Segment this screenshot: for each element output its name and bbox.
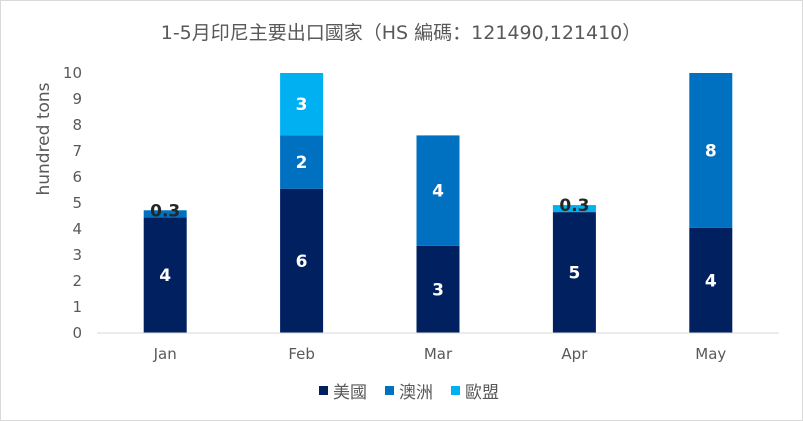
bar-group: 4 0.3 6 2 3 3 4 5 0.3 4 8 bbox=[143, 73, 733, 333]
data-label: 0.3 bbox=[559, 196, 589, 216]
bar-segment bbox=[280, 73, 324, 136]
legend-label: 澳洲 bbox=[399, 383, 433, 403]
data-label: 2 bbox=[296, 153, 308, 173]
x-tick-label: Mar bbox=[424, 345, 453, 363]
bar-segment bbox=[143, 217, 187, 333]
y-tick-label: 2 bbox=[72, 272, 82, 290]
x-axis-ticks: Jan Feb Mar Apr May bbox=[153, 345, 727, 363]
data-label: 8 bbox=[705, 141, 717, 161]
x-tick-label: Apr bbox=[561, 345, 588, 363]
y-tick-label: 8 bbox=[72, 116, 82, 134]
legend-swatch bbox=[451, 386, 460, 395]
data-label: 3 bbox=[296, 95, 308, 115]
bar-segment bbox=[689, 73, 733, 228]
y-tick-label: 10 bbox=[63, 64, 82, 82]
bar-segment bbox=[280, 135, 324, 189]
legend-swatch bbox=[385, 386, 394, 395]
y-tick-label: 1 bbox=[72, 298, 82, 316]
data-label: 4 bbox=[705, 271, 717, 291]
chart-title: 1-5月印尼主要出口國家（HS 編碼：121490,121410） bbox=[161, 22, 642, 44]
bar-segment bbox=[552, 212, 596, 333]
y-tick-label: 4 bbox=[72, 220, 82, 238]
bar-segment bbox=[552, 205, 596, 213]
y-tick-label: 6 bbox=[72, 168, 82, 186]
legend-swatch bbox=[319, 386, 328, 395]
legend-label: 美國 bbox=[333, 383, 367, 403]
data-label: 4 bbox=[432, 182, 444, 202]
y-tick-label: 5 bbox=[72, 194, 82, 212]
bar-segment bbox=[416, 245, 460, 333]
legend-label: 歐盟 bbox=[465, 383, 499, 403]
bar-segment bbox=[416, 135, 460, 246]
data-label: 4 bbox=[159, 266, 171, 286]
data-label: 5 bbox=[568, 264, 580, 284]
data-label: 0.3 bbox=[150, 201, 180, 221]
y-tick-label: 3 bbox=[72, 246, 82, 264]
legend: 美國 澳洲 歐盟 bbox=[319, 383, 499, 403]
y-tick-label: 9 bbox=[72, 90, 82, 108]
data-label: 6 bbox=[296, 252, 308, 272]
y-axis-label: hundred tons bbox=[34, 82, 54, 195]
x-tick-label: Feb bbox=[288, 345, 315, 363]
bar-segment bbox=[689, 227, 733, 333]
bar-segment bbox=[143, 210, 187, 218]
x-tick-label: May bbox=[695, 345, 726, 363]
bar-segment bbox=[280, 188, 324, 333]
y-tick-label: 0 bbox=[72, 324, 82, 342]
y-axis-ticks: 0 1 2 3 4 5 6 7 8 9 10 bbox=[63, 64, 82, 342]
y-tick-label: 7 bbox=[72, 142, 82, 160]
data-label: 3 bbox=[432, 280, 444, 300]
x-tick-label: Jan bbox=[153, 345, 177, 363]
